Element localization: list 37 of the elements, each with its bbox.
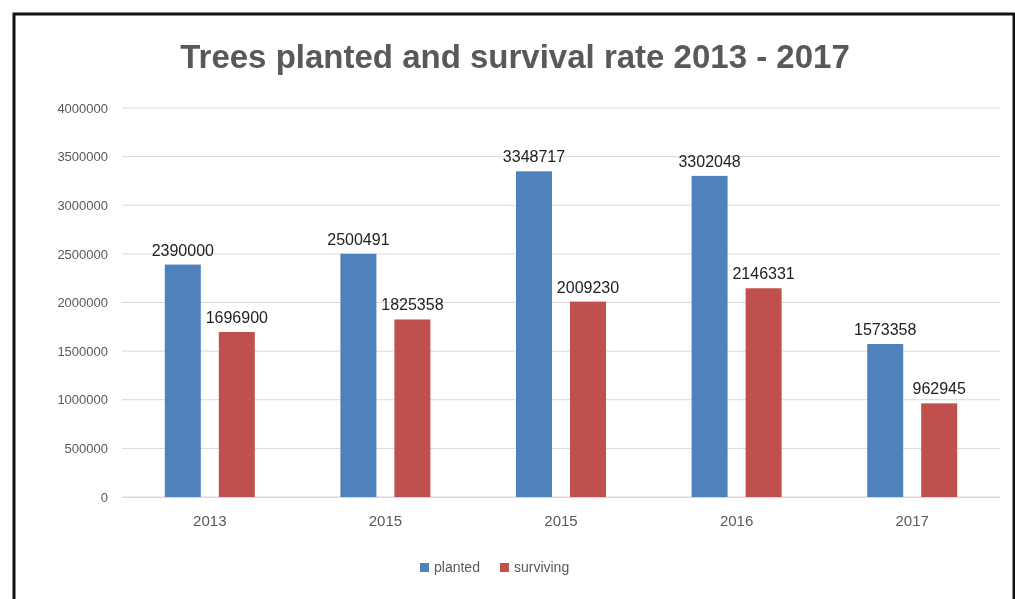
legend-label: surviving xyxy=(513,559,570,575)
data-label: 962945 xyxy=(912,380,966,398)
data-label: 3302048 xyxy=(678,152,741,170)
bar xyxy=(218,331,255,497)
data-label: 2500491 xyxy=(327,230,390,248)
legend-label: planted xyxy=(434,559,480,575)
y-tick-label: 3000000 xyxy=(57,197,108,213)
y-tick-label: 0 xyxy=(100,489,108,505)
data-label: 2009230 xyxy=(556,278,620,296)
bar xyxy=(691,175,728,497)
bar xyxy=(745,288,782,497)
x-tick-label: 2016 xyxy=(719,511,754,529)
y-tick-label: 4000000 xyxy=(57,100,108,116)
chart-title: Trees planted and survival rate 2013 - 2017 xyxy=(180,38,850,75)
y-tick-label: 2500000 xyxy=(57,246,108,262)
bar xyxy=(164,264,201,497)
data-label: 2390000 xyxy=(151,241,215,259)
bar xyxy=(570,301,606,497)
y-tick-label: 2000000 xyxy=(57,295,108,311)
y-tick-label: 500000 xyxy=(64,441,108,457)
bar xyxy=(867,343,904,497)
x-tick-label: 2015 xyxy=(368,511,403,529)
x-tick-label: 2017 xyxy=(895,511,929,529)
x-tick-label: 2013 xyxy=(193,511,227,529)
y-tick-label: 3500000 xyxy=(57,149,108,165)
y-tick-label: 1500000 xyxy=(57,343,108,359)
data-label: 1825358 xyxy=(381,296,444,314)
bar xyxy=(394,319,431,497)
data-label: 1696900 xyxy=(205,308,269,326)
data-label: 1573358 xyxy=(854,320,917,338)
bar xyxy=(921,403,958,497)
y-tick-label: 1000000 xyxy=(57,392,108,408)
data-label: 2146331 xyxy=(732,265,795,283)
x-tick-label: 2015 xyxy=(544,511,578,529)
bar xyxy=(516,171,552,497)
bar xyxy=(340,253,377,497)
data-label: 3348717 xyxy=(502,148,566,166)
